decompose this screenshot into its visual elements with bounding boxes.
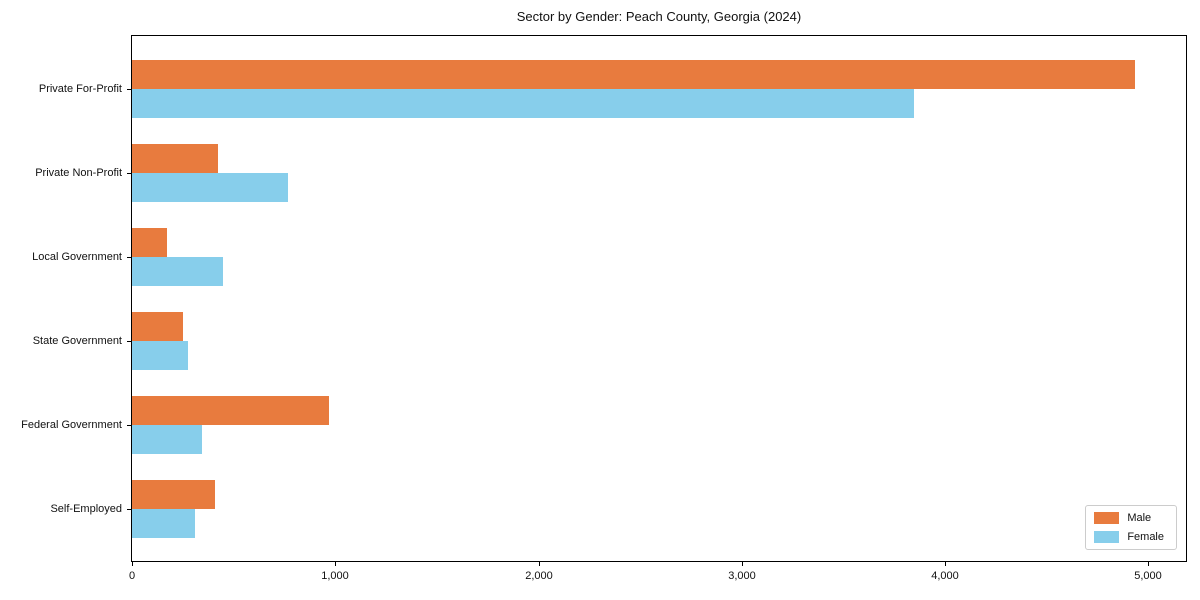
bar-male-1	[132, 60, 1135, 89]
x-tick-mark	[742, 562, 743, 566]
legend-entry-female: Female	[1094, 531, 1164, 543]
legend-entry-male: Male	[1094, 512, 1164, 524]
bar-male-6	[132, 480, 215, 509]
plot-area: Male Female	[131, 35, 1187, 562]
x-tick-mark	[335, 562, 336, 566]
x-tick-mark	[132, 562, 133, 566]
bar-female-4	[132, 341, 188, 370]
y-tick-mark	[127, 173, 131, 174]
legend-label-male: Male	[1127, 512, 1152, 524]
bar-male-3	[132, 228, 167, 257]
bar-female-2	[132, 173, 288, 202]
x-tick-mark	[539, 562, 540, 566]
x-tick-label: 0	[128, 570, 136, 582]
y-tick-label: Self-Employed	[50, 503, 122, 515]
y-tick-label: Federal Government	[21, 419, 122, 431]
x-tick-label: 3,000	[728, 570, 756, 582]
y-tick-mark	[127, 89, 131, 90]
bar-male-2	[132, 144, 218, 173]
x-tick-label: 2,000	[525, 570, 553, 582]
bar-female-1	[132, 89, 914, 118]
x-tick-label: 4,000	[931, 570, 959, 582]
y-tick-mark	[127, 509, 131, 510]
bar-female-6	[132, 509, 195, 538]
y-tick-label: State Government	[32, 335, 122, 347]
y-tick-mark	[127, 341, 131, 342]
legend-label-female: Female	[1127, 531, 1164, 543]
bar-female-3	[132, 257, 223, 286]
legend-swatch-male	[1094, 512, 1120, 524]
bar-male-4	[132, 312, 183, 341]
legend: Male Female	[1085, 505, 1177, 550]
y-tick-label: Private Non-Profit	[35, 167, 122, 179]
x-tick-label: 1,000	[321, 570, 349, 582]
bar-male-5	[132, 396, 329, 425]
y-tick-mark	[127, 257, 131, 258]
x-tick-mark	[945, 562, 946, 566]
y-tick-label: Private For-Profit	[38, 83, 122, 95]
legend-swatch-female	[1094, 531, 1120, 543]
x-tick-label: 5,000	[1134, 570, 1162, 582]
x-tick-mark	[1148, 562, 1149, 566]
chart-title: Sector by Gender: Peach County, Georgia …	[516, 9, 802, 24]
y-tick-mark	[127, 425, 131, 426]
bar-female-5	[132, 425, 202, 454]
y-tick-label: Local Government	[32, 251, 122, 263]
